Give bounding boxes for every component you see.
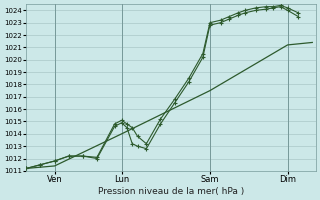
X-axis label: Pression niveau de la mer( hPa ): Pression niveau de la mer( hPa )	[98, 187, 244, 196]
